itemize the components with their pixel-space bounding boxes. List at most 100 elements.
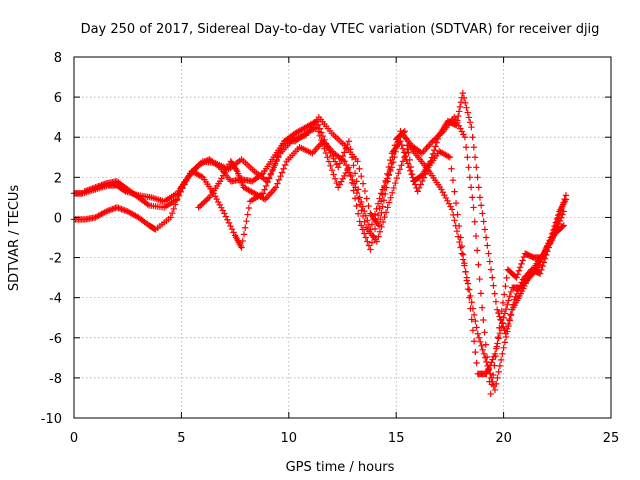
data-point — [445, 200, 453, 207]
data-point — [275, 176, 283, 184]
data-point — [484, 362, 491, 370]
data-point — [538, 266, 545, 274]
data-point — [486, 370, 494, 378]
data-point — [554, 223, 561, 231]
data-point — [484, 242, 491, 249]
data-point — [469, 327, 477, 334]
data-point — [265, 174, 273, 181]
data-point — [397, 138, 404, 145]
data-point — [560, 222, 567, 229]
data-point — [507, 311, 515, 319]
data-point — [368, 239, 376, 246]
data-point — [429, 150, 437, 158]
data-point — [365, 202, 372, 210]
data-point — [385, 172, 393, 179]
data-point — [474, 330, 482, 337]
data-point — [476, 275, 483, 283]
data-point — [344, 165, 351, 172]
data-point — [452, 222, 459, 229]
y-tick-label: 2 — [54, 171, 62, 186]
data-point — [439, 189, 447, 196]
data-point — [501, 339, 509, 346]
data-point — [465, 114, 473, 121]
data-point — [482, 341, 490, 348]
data-point — [489, 378, 496, 386]
data-point — [353, 202, 360, 210]
data-point — [218, 175, 225, 182]
data-point — [345, 138, 353, 145]
y-tick-label: -4 — [49, 292, 62, 307]
data-point — [515, 267, 523, 274]
data-point — [407, 167, 414, 174]
data-point — [342, 161, 350, 169]
data-point — [361, 230, 368, 237]
data-point — [468, 299, 475, 306]
data-point — [378, 223, 385, 231]
data-point — [354, 210, 362, 217]
data-point — [374, 211, 382, 219]
data-point — [466, 286, 473, 293]
data-point — [373, 238, 381, 245]
data-point — [215, 198, 222, 206]
data-point — [389, 154, 396, 161]
data-point — [475, 334, 483, 341]
data-point — [361, 218, 368, 225]
data-point — [464, 280, 472, 287]
data-point — [351, 170, 359, 177]
x-tick-label: 10 — [281, 431, 298, 446]
y-axis-label: SDTVAR / TECUs — [7, 185, 22, 292]
data-point — [499, 299, 507, 307]
data-point — [495, 368, 502, 376]
data-point — [353, 189, 361, 197]
data-point — [228, 225, 236, 233]
data-point — [386, 166, 394, 173]
data-point — [504, 301, 511, 309]
data-point — [391, 142, 399, 149]
data-point — [259, 190, 267, 197]
data-point — [495, 335, 502, 342]
data-point — [432, 143, 439, 150]
data-point — [352, 184, 359, 191]
data-point — [359, 180, 367, 187]
data-point — [402, 150, 410, 157]
data-point — [459, 89, 466, 97]
data-point — [275, 154, 282, 161]
data-point — [488, 374, 495, 382]
data-point — [497, 356, 505, 364]
y-tick-label: -10 — [41, 412, 62, 427]
y-tick-label: -6 — [49, 332, 62, 347]
data-point — [456, 103, 464, 111]
data-point — [392, 179, 399, 187]
data-point — [477, 202, 485, 209]
data-point — [428, 154, 435, 161]
data-point — [496, 329, 504, 337]
data-point — [476, 194, 484, 201]
data-point — [463, 104, 470, 111]
data-point — [466, 174, 474, 181]
data-point — [461, 134, 469, 141]
data-point — [335, 184, 342, 191]
data-point — [453, 121, 460, 129]
data-point — [377, 215, 384, 223]
data-point — [330, 171, 337, 178]
data-point — [333, 179, 340, 187]
data-point — [504, 328, 511, 335]
data-point — [500, 344, 507, 352]
y-tick-label: 8 — [54, 51, 62, 66]
data-point — [316, 132, 323, 139]
data-point — [502, 305, 510, 313]
data-point — [454, 117, 461, 124]
data-point — [506, 317, 513, 324]
data-point — [181, 181, 188, 188]
data-point — [471, 218, 478, 225]
data-point — [556, 217, 564, 225]
data-point — [458, 128, 466, 135]
data-point — [479, 210, 486, 217]
series-3 — [81, 89, 570, 337]
data-point — [559, 211, 566, 218]
data-point — [448, 206, 456, 213]
data-point — [454, 233, 462, 240]
data-point — [452, 199, 460, 207]
data-point — [261, 186, 268, 193]
data-point — [536, 270, 544, 277]
